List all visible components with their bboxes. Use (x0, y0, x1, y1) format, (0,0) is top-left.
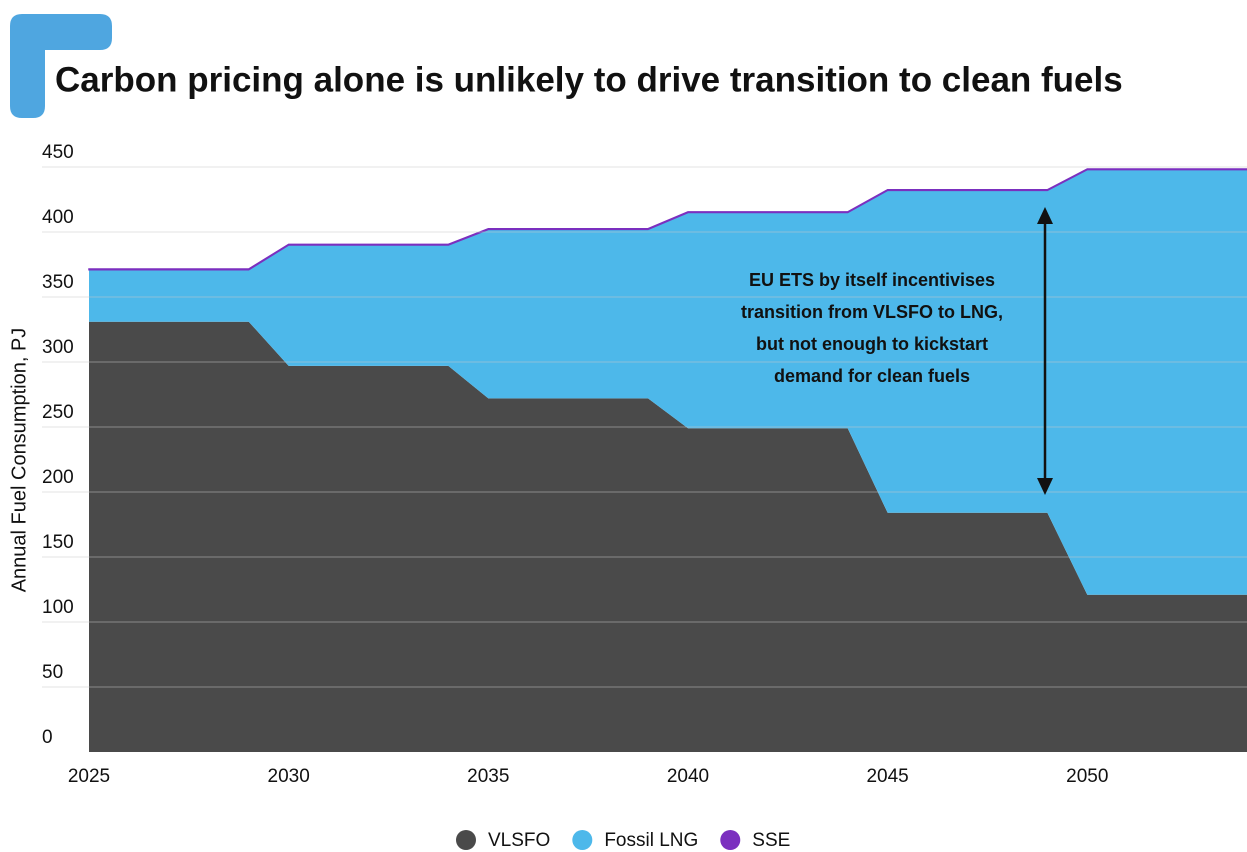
y-tick-label: 450 (42, 142, 74, 163)
arrow-head (1037, 478, 1053, 495)
x-tick-label: 2045 (866, 766, 908, 787)
area (88, 168, 1247, 271)
y-axis-label: Annual Fuel Consumption, PJ (8, 328, 30, 593)
y-tick-label: 100 (42, 597, 74, 618)
y-tick-label: 350 (42, 272, 74, 293)
legend-marker (456, 830, 476, 850)
x-tick-label: 2040 (667, 766, 709, 787)
legend-label: VLSFO (488, 830, 550, 851)
annotation: transition from VLSFO to LNG, (741, 302, 1003, 322)
x-tick-label: 2050 (1066, 766, 1108, 787)
area (89, 321, 1247, 752)
area (89, 169, 1247, 595)
y-tick-label: 400 (42, 207, 74, 228)
annotation: EU ETS by itself incentivises (749, 270, 995, 290)
legend-label: Fossil LNG (604, 830, 698, 851)
y-tick-label: 0 (42, 727, 53, 748)
y-tick-label: 150 (42, 532, 74, 553)
y-tick-label: 200 (42, 467, 74, 488)
y-tick-label: 50 (42, 662, 63, 683)
legend-marker (720, 830, 741, 850)
annotation: demand for clean fuels (774, 366, 970, 386)
legend-label: SSE (752, 830, 790, 851)
x-tick-label: 2030 (268, 766, 310, 787)
legend-marker (572, 830, 593, 850)
arrow-head (1037, 207, 1053, 224)
title-decoration (10, 14, 112, 118)
x-tick-label: 2025 (68, 766, 110, 787)
y-tick-label: 250 (42, 402, 74, 423)
y-tick-label: 300 (42, 337, 74, 358)
x-tick-label: 2035 (467, 766, 509, 787)
annotation: but not enough to kickstart (756, 334, 988, 354)
chart-title: Carbon pricing alone is unlikely to driv… (55, 60, 1123, 99)
